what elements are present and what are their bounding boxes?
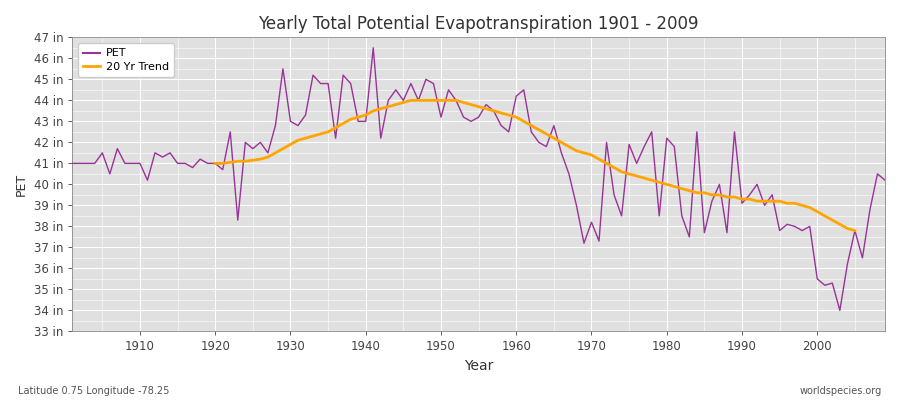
Text: worldspecies.org: worldspecies.org <box>800 386 882 396</box>
X-axis label: Year: Year <box>464 359 493 373</box>
Y-axis label: PET: PET <box>15 173 28 196</box>
Title: Yearly Total Potential Evapotranspiration 1901 - 2009: Yearly Total Potential Evapotranspiratio… <box>258 15 699 33</box>
Text: Latitude 0.75 Longitude -78.25: Latitude 0.75 Longitude -78.25 <box>18 386 169 396</box>
Legend: PET, 20 Yr Trend: PET, 20 Yr Trend <box>77 43 175 77</box>
